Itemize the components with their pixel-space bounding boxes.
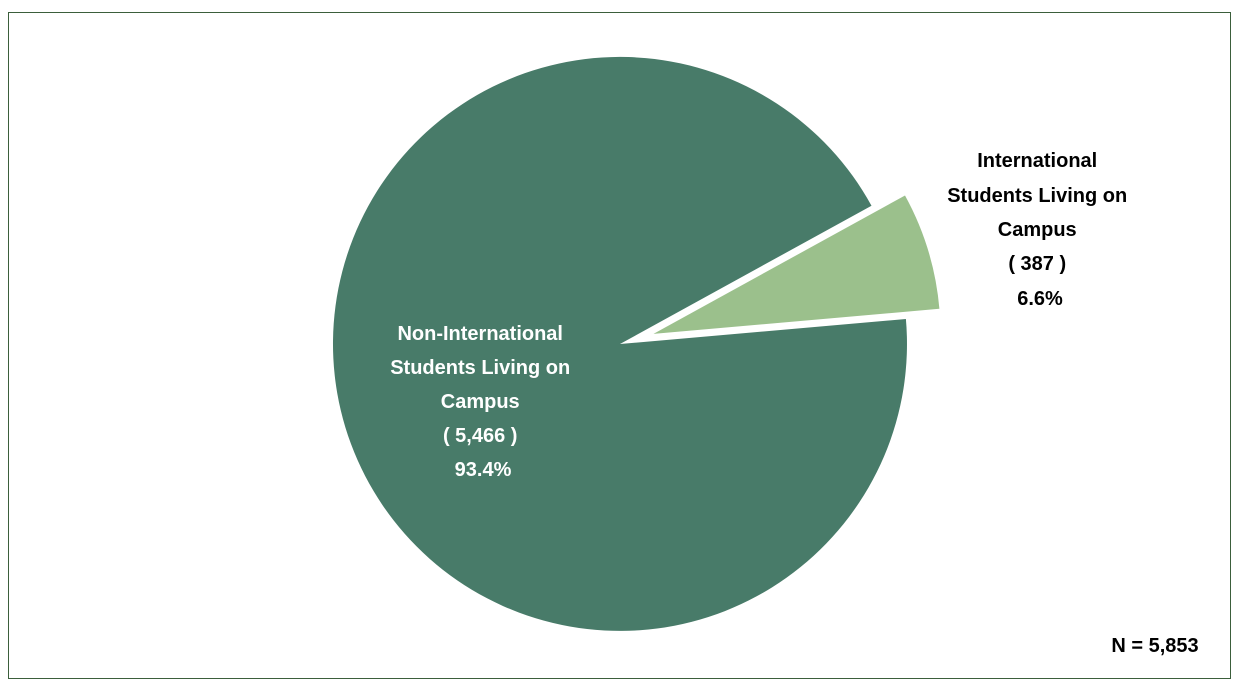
label-non-international: Non-International Students Living on Cam…	[390, 323, 576, 481]
slice-non-international	[332, 56, 907, 631]
slice-international	[653, 195, 940, 334]
total-n-label: N = 5,853	[1111, 635, 1198, 657]
label-international: International Students Living on Campus …	[947, 150, 1133, 310]
